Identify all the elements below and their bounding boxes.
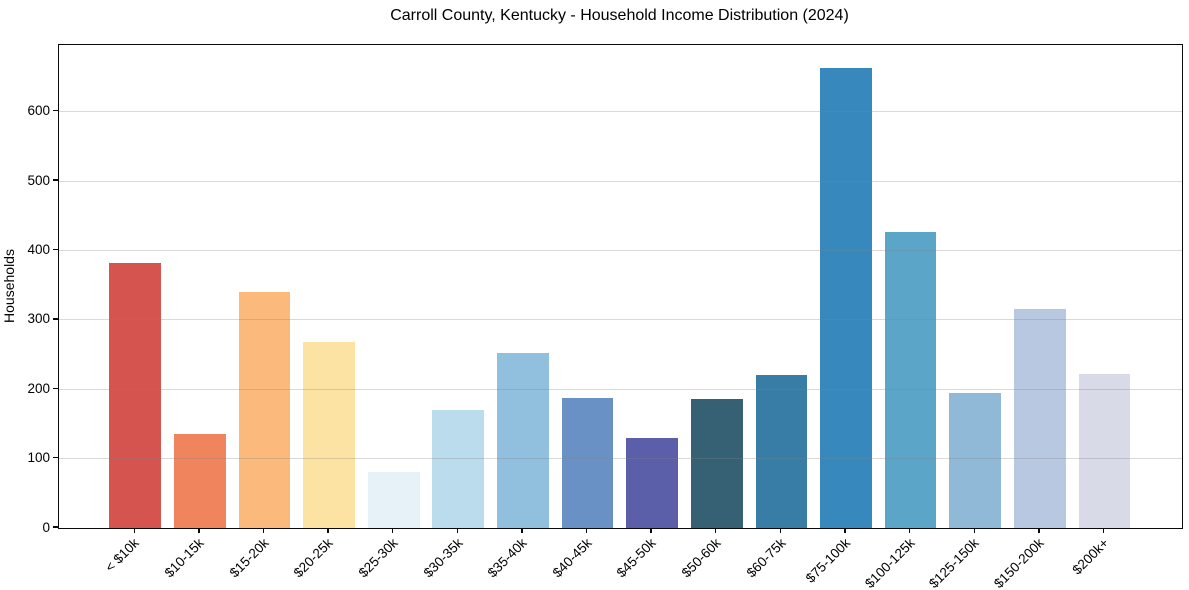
bar [949,392,1002,528]
x-tick-mark [521,528,523,534]
x-tick-label: $100-125k [861,535,918,590]
x-tick-label: $15-20k [226,535,272,581]
bar [690,398,743,528]
bar [238,292,291,528]
x-tick-mark [585,528,588,534]
gridlines-layer [59,45,1182,528]
y-tick-label: 600 [27,103,50,119]
gridline [59,388,1182,390]
x-tick-mark [908,528,911,534]
bar [109,262,162,528]
bar [367,472,420,528]
bar [884,231,937,528]
x-tick-label: $20-25k [290,535,336,581]
bar [303,342,355,528]
y-tick-mark [53,109,58,112]
y-tick-label: 400 [27,241,50,257]
x-tick-mark [1038,528,1040,534]
bar [1014,309,1066,528]
x-tick-label: $150-200k [991,535,1047,590]
x-tick-mark [1102,528,1105,534]
y-tick-mark [53,179,58,181]
x-tick-mark [133,528,135,534]
x-tick-label: < $10k [102,535,143,575]
y-tick-label: 300 [27,311,50,327]
bar [561,397,614,528]
bar [432,410,485,528]
x-tick-mark [779,528,782,534]
bar [626,438,678,528]
y-tick-label: 500 [27,172,50,188]
x-tick-label: $45-50k [613,535,660,581]
x-tick-label: $10-15k [161,535,207,581]
x-tick-mark [973,528,975,534]
x-tick-mark [456,528,458,534]
x-tick-mark [844,528,846,534]
x-tick-mark [715,528,717,534]
y-axis-title: Households [1,249,17,323]
x-tick-label: $40-45k [549,535,595,581]
x-tick-label: $25-30k [355,535,401,581]
x-tick-label: $50-60k [678,535,724,581]
chart-title: Carroll County, Kentucky - Household Inc… [390,7,849,24]
bar [174,434,226,528]
x-tick-label: $35-40k [484,535,530,581]
gridline [59,249,1182,251]
x-tick-mark [198,528,200,534]
y-tick-label: 0 [42,519,50,535]
x-tick-label: $200k+ [1069,535,1112,578]
y-tick-label: 100 [27,450,50,466]
gridline [59,458,1182,460]
x-tick-label: $125-150k [926,535,983,590]
bar [755,375,808,528]
x-tick-label: $60-75k [743,535,789,581]
plot-area [58,44,1183,529]
x-tick-mark [650,528,652,534]
x-tick-label: $75-100k [802,535,853,586]
y-tick-mark [53,456,58,459]
x-tick-label: $30-35k [420,535,466,581]
y-tick-mark [53,387,58,389]
gridline [59,319,1182,321]
bars-layer [59,45,1182,528]
x-tick-mark [327,528,329,534]
bar [497,353,549,528]
x-tick-mark [262,528,265,534]
y-tick-mark [53,248,58,251]
gridline [59,180,1182,182]
bar [820,67,872,528]
bar [1078,373,1131,528]
y-tick-label: 200 [27,380,50,396]
y-tick-mark [53,526,58,528]
y-tick-mark [53,318,58,320]
gridline [59,111,1182,113]
x-tick-mark [392,528,394,534]
